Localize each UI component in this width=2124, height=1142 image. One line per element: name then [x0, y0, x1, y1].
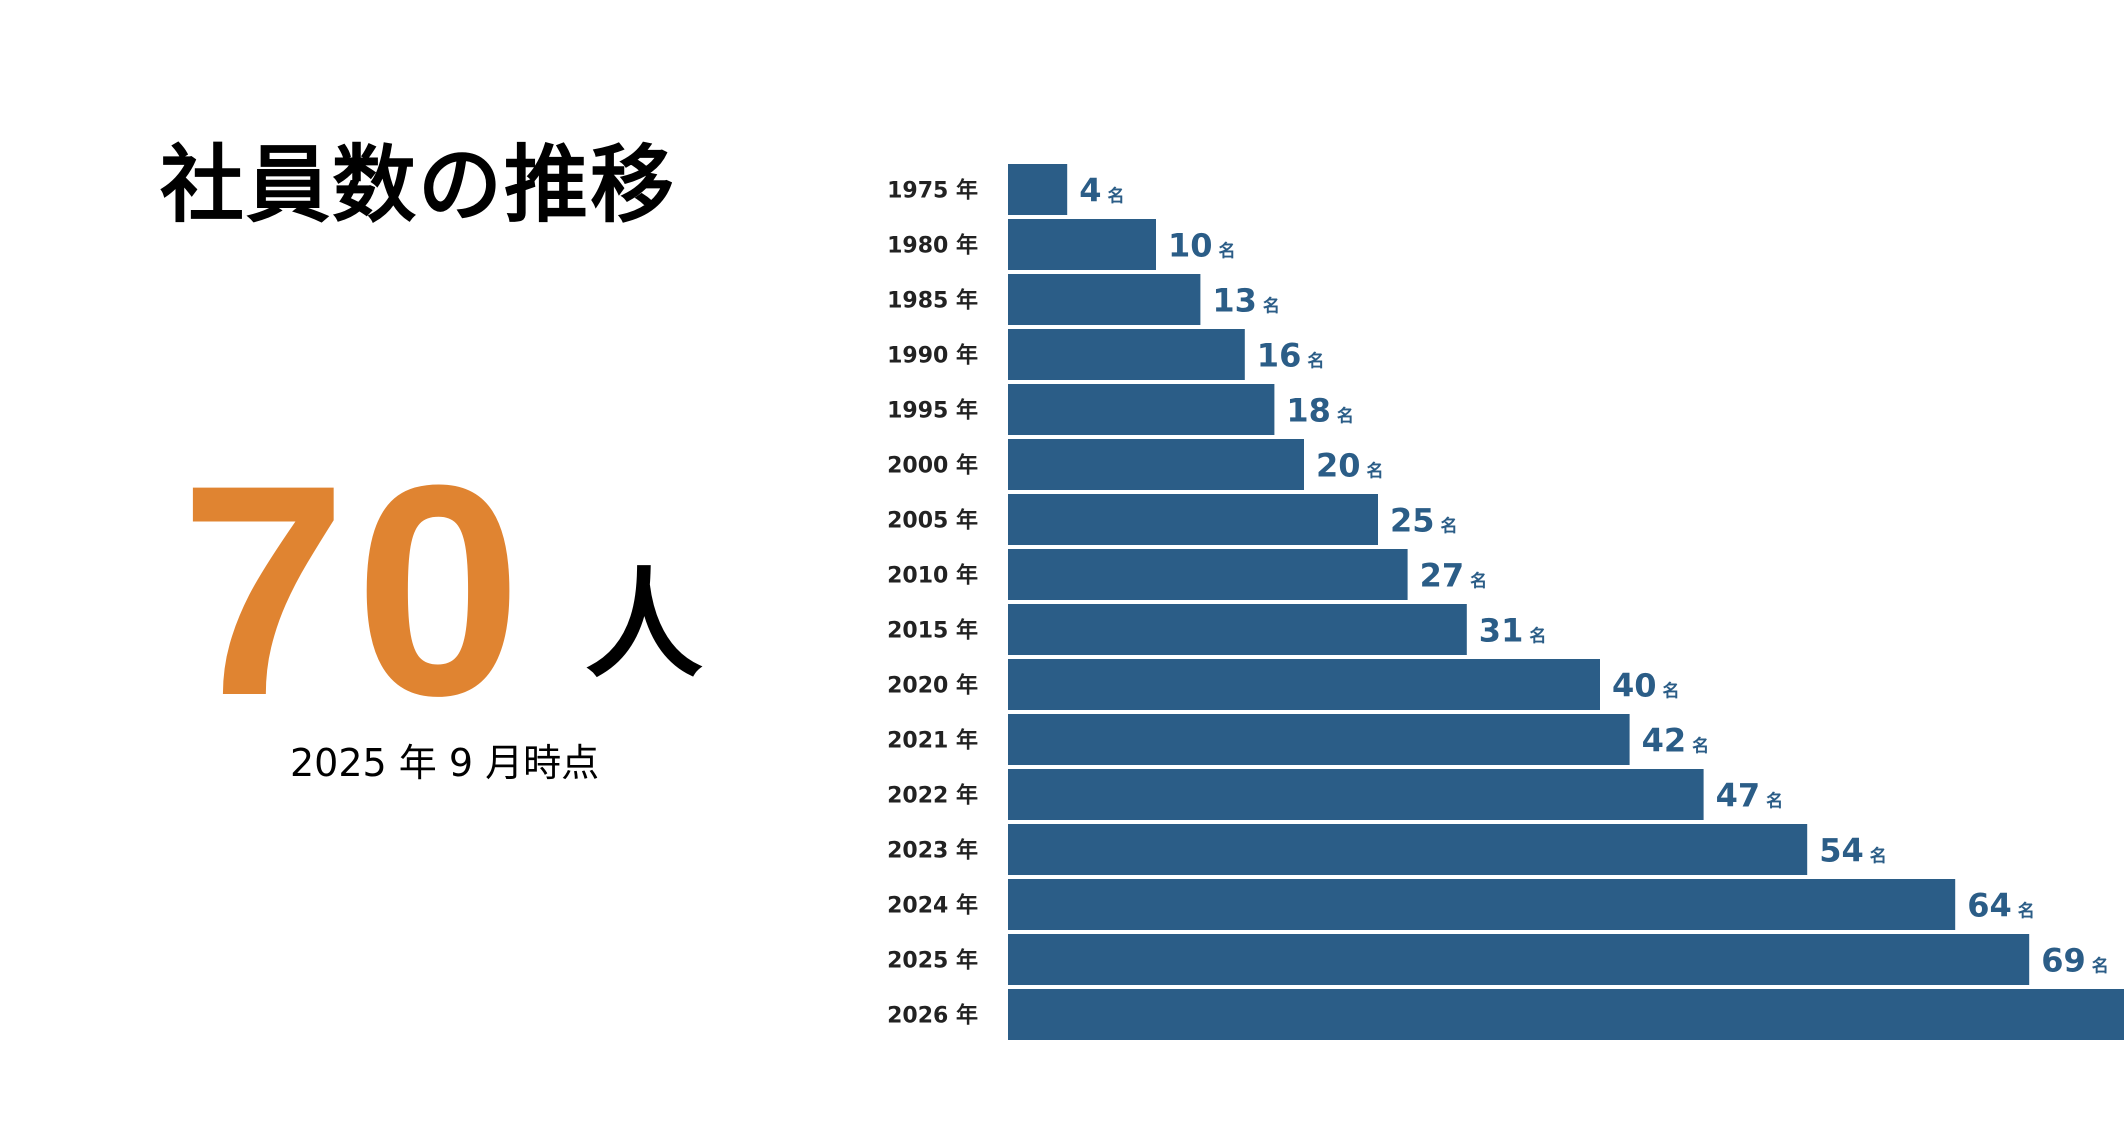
value-number: 27: [1420, 557, 1465, 595]
value-label: 27 名: [1420, 557, 1488, 595]
value-label: 64 名: [1967, 887, 2035, 925]
bar: [1008, 494, 1378, 545]
year-label: 1995 年: [887, 398, 978, 424]
year-label: 2005 年: [887, 508, 978, 534]
value-unit: 名: [1870, 846, 1887, 867]
value-number: 10: [1168, 227, 1213, 265]
value-unit: 名: [1337, 406, 1354, 427]
bar: [1008, 989, 2124, 1040]
employee-count-unit: 人: [585, 556, 704, 694]
year-label: 2024 年: [887, 893, 978, 919]
value-number: 13: [1212, 282, 1257, 320]
value-number: 16: [1257, 337, 1302, 375]
value-label: 16 名: [1257, 337, 1325, 375]
value-label: 69 名: [2041, 942, 2109, 980]
as-of-date: 2025 年 9 月時点: [290, 741, 600, 785]
value-unit: 名: [1219, 241, 1236, 262]
bar: [1008, 934, 2030, 985]
bar: [1008, 274, 1201, 325]
bar: [1008, 439, 1304, 490]
value-unit: 名: [1263, 296, 1280, 317]
year-label: 1985 年: [887, 288, 978, 314]
year-label: 2010 年: [887, 563, 978, 589]
year-label: 2000 年: [887, 453, 978, 479]
value-label: 20 名: [1316, 447, 1384, 485]
value-unit: 名: [1367, 461, 1384, 482]
year-label: 2021 年: [887, 728, 978, 754]
value-label: 18 名: [1286, 392, 1354, 430]
value-number: 69: [2041, 942, 2086, 980]
value-number: 54: [1819, 832, 1864, 870]
value-unit: 名: [1107, 186, 1124, 207]
value-unit: 名: [1441, 516, 1458, 537]
value-label: 13 名: [1212, 282, 1280, 320]
value-label: 31 名: [1479, 612, 1547, 650]
value-number: 64: [1967, 887, 2012, 925]
bar: [1008, 164, 1068, 215]
year-label: 1990 年: [887, 343, 978, 369]
value-label: 40 名: [1612, 667, 1680, 705]
employee-count-number: 70: [180, 422, 530, 758]
value-unit: 名: [2092, 956, 2109, 977]
year-label: 2015 年: [887, 618, 978, 644]
value-number: 25: [1390, 502, 1435, 540]
year-label: 1975 年: [887, 178, 978, 204]
year-label: 2025 年: [887, 948, 978, 974]
value-unit: 名: [2018, 901, 2035, 922]
value-label: 42 名: [1642, 722, 1710, 760]
year-label: 2026 年: [887, 1003, 978, 1029]
value-unit: 名: [1529, 626, 1546, 647]
page-title: 社員数の推移: [160, 136, 677, 234]
bar: [1008, 769, 1704, 820]
year-label: 2023 年: [887, 838, 978, 864]
bar: [1008, 329, 1245, 380]
year-label: 1980 年: [887, 233, 978, 259]
value-label: 47 名: [1716, 777, 1784, 815]
value-label: 10 名: [1168, 227, 1236, 265]
value-unit: 名: [1663, 681, 1680, 702]
bar: [1008, 604, 1467, 655]
bar: [1008, 659, 1600, 710]
bar: [1008, 714, 1630, 765]
value-number: 18: [1286, 392, 1331, 430]
value-label: 54 名: [1819, 832, 1887, 870]
value-number: 4: [1079, 172, 1101, 210]
value-number: 31: [1479, 612, 1524, 650]
value-unit: 名: [1470, 571, 1487, 592]
value-number: 40: [1612, 667, 1657, 705]
bar: [1008, 384, 1275, 435]
value-label: 25 名: [1390, 502, 1458, 540]
bar: [1008, 824, 1808, 875]
bar: [1008, 219, 1156, 270]
value-number: 20: [1316, 447, 1361, 485]
year-label: 2022 年: [887, 783, 978, 809]
value-unit: 名: [1307, 351, 1324, 372]
bar: [1008, 879, 1956, 930]
value-number: 42: [1642, 722, 1687, 760]
bar: [1008, 549, 1408, 600]
value-number: 47: [1716, 777, 1761, 815]
value-unit: 名: [1766, 791, 1783, 812]
value-unit: 名: [1692, 736, 1709, 757]
year-label: 2020 年: [887, 673, 978, 699]
